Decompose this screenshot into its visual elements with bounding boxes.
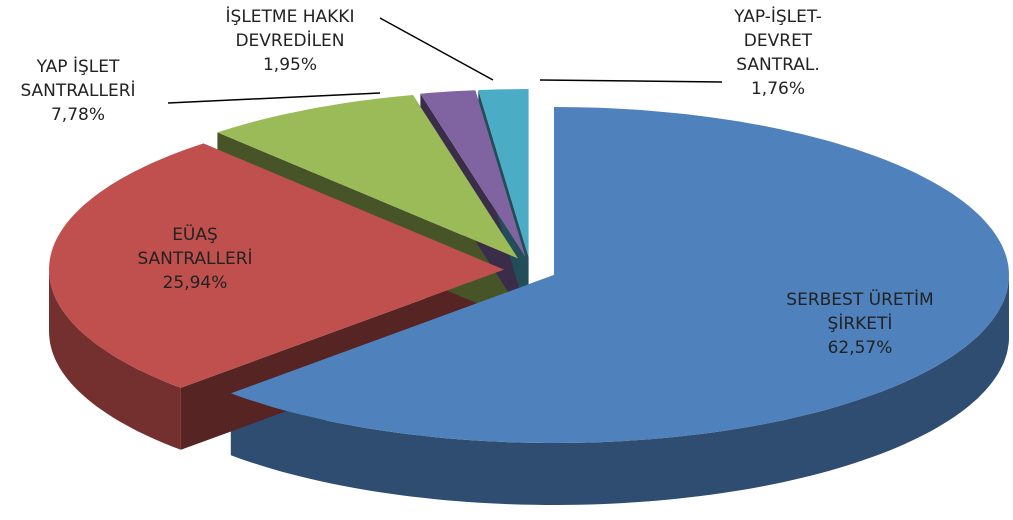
category-label: İŞLETME HAKKI DEVREDİLEN	[226, 6, 355, 51]
leader-line	[539, 79, 723, 83]
category-label-line: ŞİRKETİ	[828, 313, 893, 334]
category-label-line: İŞLETME HAKKI	[226, 6, 355, 27]
value-label: 7,78%	[51, 105, 105, 125]
category-label-line: EÜAŞ	[172, 223, 218, 245]
category-label-line: SANTRAL.	[736, 55, 819, 75]
category-label: EÜAŞ SANTRALLERİ	[137, 223, 252, 269]
leader-line	[167, 92, 381, 104]
slice	[478, 89, 529, 257]
value-label: 25,94%	[163, 273, 228, 293]
category-label-line: YAP İŞLET	[36, 56, 120, 77]
category-label: YAP İŞLET SANTRALLERİ	[20, 56, 135, 101]
slice	[420, 90, 526, 258]
slice	[217, 95, 519, 259]
value-label: 1,76%	[751, 79, 805, 99]
category-label-line: SERBEST ÜRETİM	[786, 288, 933, 310]
category-label: SERBEST ÜRETİM ŞİRKETİ	[786, 288, 933, 334]
value-label: 1,95%	[263, 55, 317, 75]
value-label: 62,57%	[828, 338, 893, 358]
category-label-line: DEVREDİLEN	[235, 30, 344, 51]
category-label-line: YAP-İŞLET-	[733, 6, 822, 27]
leader-line	[379, 17, 494, 81]
slice-side	[230, 275, 1009, 505]
slice-side	[49, 269, 181, 450]
category-label-line: SANTRALLERİ	[137, 248, 252, 269]
category-label-line: SANTRALLERİ	[20, 80, 135, 101]
category-label: YAP-İŞLET- DEVRET SANTRAL.	[733, 6, 822, 75]
slice	[230, 107, 1009, 443]
slice	[49, 143, 504, 388]
category-label-line: DEVRET	[744, 31, 813, 51]
